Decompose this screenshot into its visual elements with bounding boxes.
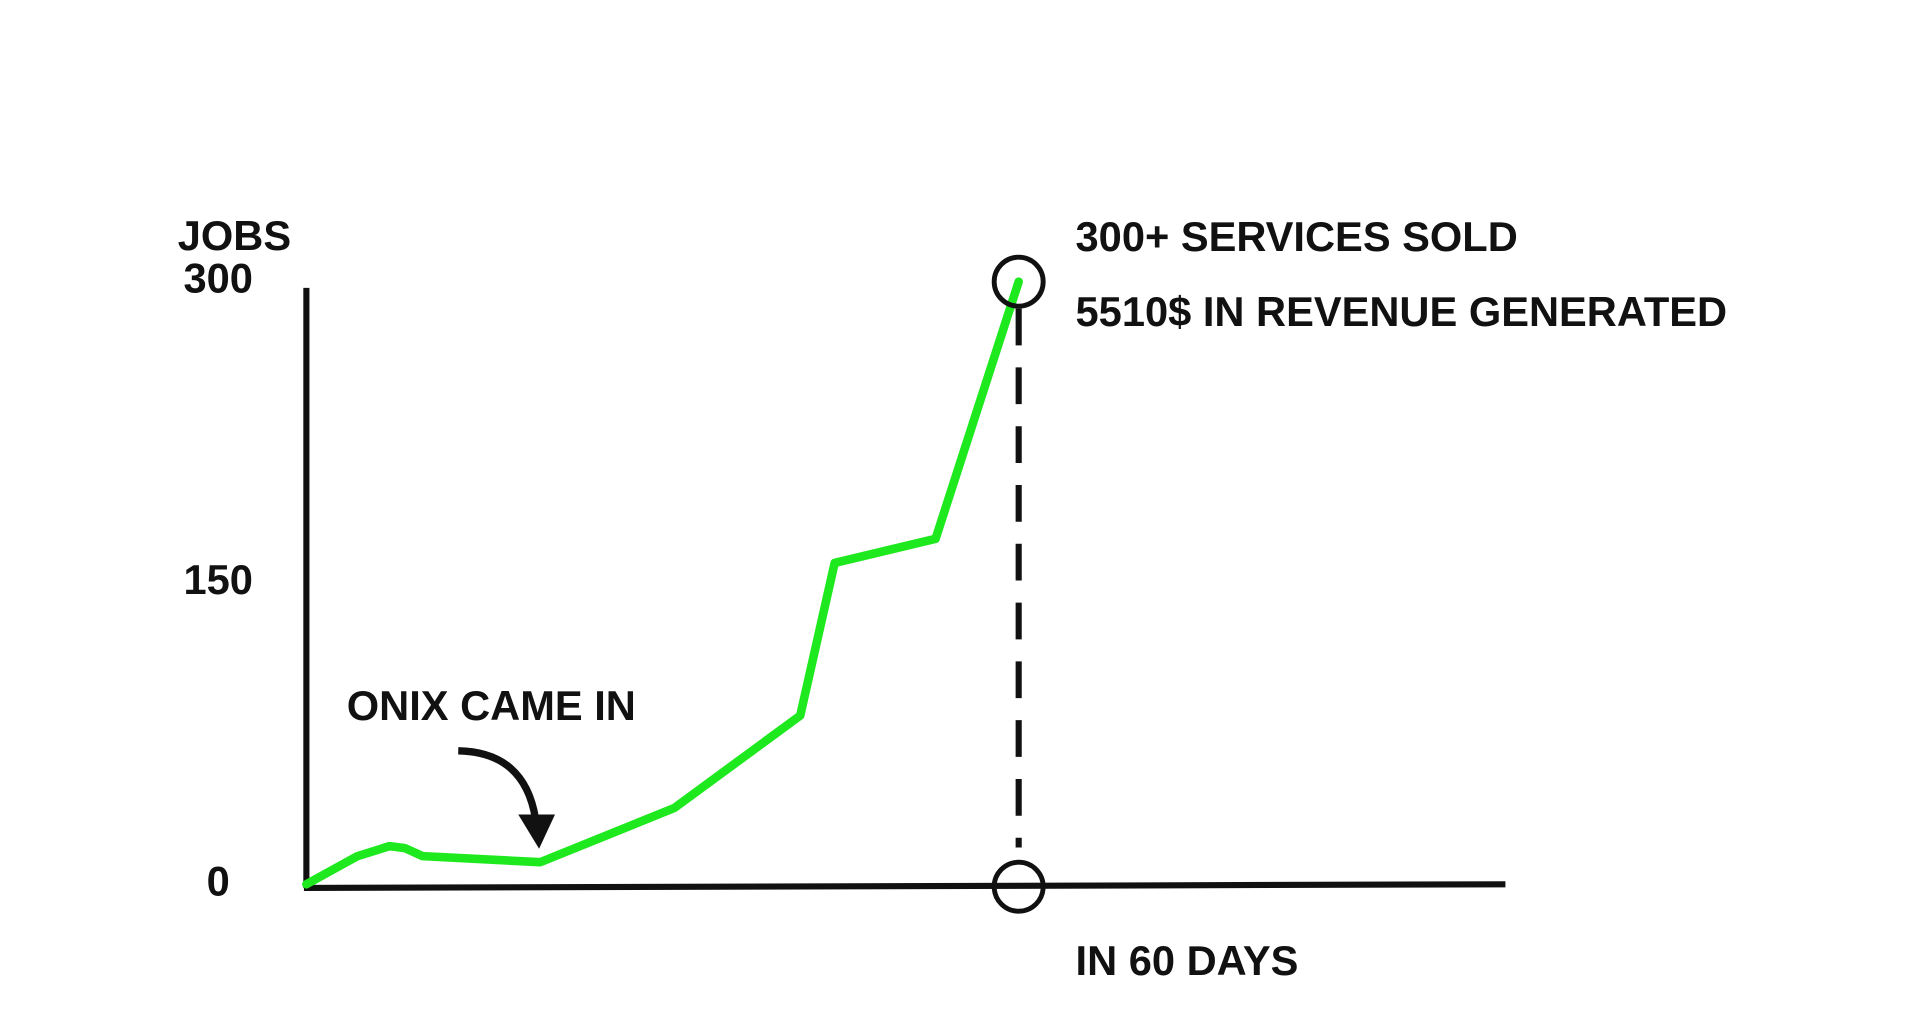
y-tick-label: 0 xyxy=(207,857,230,904)
annotation: 5510$ IN REVENUE GENERATED xyxy=(1076,288,1728,335)
annotation-arrowhead xyxy=(518,814,556,849)
annotation: ONIX CAME IN xyxy=(347,682,636,729)
x-axis xyxy=(303,881,1506,892)
highlight-circle xyxy=(991,254,1046,309)
annotation: 300+ SERVICES SOLD xyxy=(1076,213,1518,260)
annotation-arrow xyxy=(458,747,540,819)
x-axis-label: IN 60 DAYS xyxy=(1076,937,1299,984)
data-line xyxy=(302,277,1023,889)
y-axis-label: JOBS xyxy=(178,212,291,259)
highlight-circle xyxy=(991,859,1046,914)
y-tick-label: 150 xyxy=(183,556,252,603)
y-tick-label: 300 xyxy=(183,255,252,302)
